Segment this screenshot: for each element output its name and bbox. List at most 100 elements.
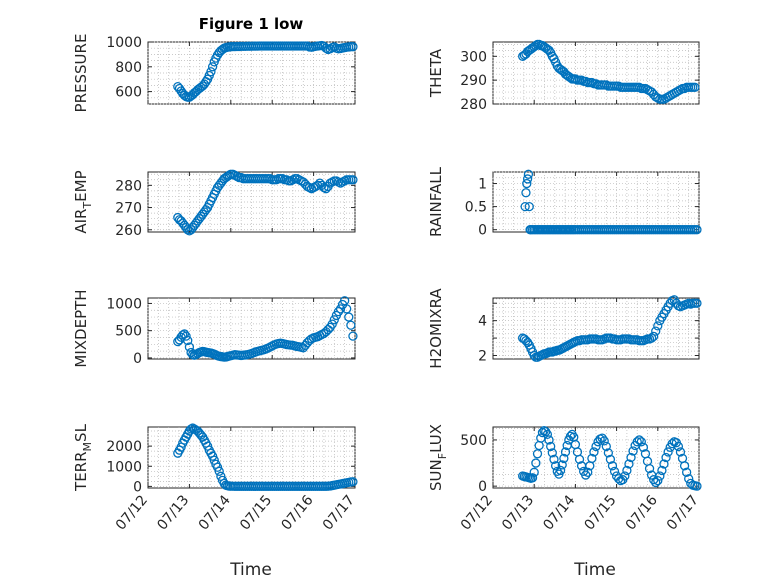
- data-point: [560, 447, 571, 457]
- data-point: [531, 458, 541, 468]
- subplot-terr-msl: 0 1000 2000 07/12 07/13 07/14 07/15 07/16 07/17 T…: [72, 423, 358, 533]
- data-point: [684, 474, 694, 484]
- y-axis-label: TERRMSL: [72, 423, 94, 492]
- data-point: [522, 174, 533, 184]
- data-point: [547, 448, 557, 458]
- y-tick-label: 1000: [106, 296, 142, 312]
- y-axis-label: THETA: [427, 48, 445, 98]
- data-point: [690, 82, 700, 92]
- data-point: [638, 442, 649, 452]
- data-point: [681, 467, 692, 477]
- data-point: [529, 467, 539, 477]
- x-tick-label: 07/13: [499, 492, 537, 533]
- data-point: [663, 447, 673, 457]
- y-tick-label: 2000: [106, 439, 142, 455]
- data-point: [659, 459, 669, 469]
- subplot-sun-flux: 0 500 07/12 07/13 07/14 07/15 07/16 07/17 SUNFLU…: [427, 424, 702, 533]
- data-point: [183, 225, 193, 235]
- x-tick-label: 07/15: [581, 492, 619, 533]
- data-point: [327, 319, 337, 329]
- y-tick-label: 280: [460, 97, 487, 113]
- data-point: [574, 454, 585, 464]
- figure-title: Figure 1 low: [199, 15, 304, 33]
- data-point: [214, 466, 224, 476]
- subplot-theta: 280 290 300 THETA: [427, 39, 700, 113]
- data-point: [521, 188, 531, 198]
- data-point: [636, 437, 646, 447]
- data-point: [348, 175, 358, 185]
- y-axis-label: PRESSURE: [72, 34, 90, 113]
- data-point: [207, 62, 218, 72]
- y-tick-label: 4: [478, 314, 487, 330]
- x-tick-label: 07/14: [196, 492, 234, 533]
- data-point: [609, 466, 620, 477]
- x-tick-label: 07/13: [154, 492, 192, 533]
- data-point: [692, 225, 702, 235]
- data-point: [614, 474, 624, 484]
- data-point: [583, 467, 593, 477]
- series-sun-flux: [518, 426, 702, 491]
- data-point: [601, 441, 611, 452]
- data-point: [622, 465, 632, 476]
- x-tick-label: 07/16: [278, 492, 316, 533]
- series-terr-msl: [173, 423, 358, 491]
- data-point: [342, 304, 352, 314]
- series-air-temp: [173, 169, 358, 236]
- y-tick-label: 290: [460, 73, 487, 89]
- y-tick-label: 0: [478, 223, 487, 239]
- data-point: [603, 448, 614, 458]
- y-tick-label: 500: [460, 433, 487, 449]
- data-point: [348, 477, 358, 487]
- data-point: [576, 75, 587, 85]
- data-point: [692, 481, 702, 491]
- data-point: [692, 298, 702, 308]
- data-point: [649, 331, 659, 341]
- data-point: [597, 433, 607, 443]
- data-point: [544, 435, 554, 445]
- subplot-rainfall: 0 0.5 1 RAINFALL: [427, 166, 702, 239]
- data-point: [646, 333, 657, 343]
- y-axis-label: MIXDEPTH: [72, 289, 90, 367]
- grid: [147, 41, 356, 105]
- data-point: [651, 477, 661, 488]
- x-tick-label: 07/12: [113, 492, 151, 533]
- y-tick-label: 0: [133, 351, 142, 367]
- y-tick-label: 1000: [106, 459, 142, 475]
- data-point: [333, 306, 344, 317]
- x-tick-label: 07/16: [623, 492, 661, 533]
- data-point: [181, 331, 191, 341]
- x-axis-label-left: Time: [229, 560, 272, 580]
- data-point: [605, 454, 616, 464]
- data-point: [555, 465, 566, 476]
- data-point: [550, 461, 561, 471]
- data-point: [653, 475, 663, 486]
- data-point: [186, 424, 196, 434]
- grid: [492, 171, 700, 232]
- data-point: [673, 441, 684, 452]
- data-point: [184, 342, 195, 352]
- data-point: [632, 437, 642, 447]
- y-axis-label: SUNFLUX: [427, 424, 449, 491]
- data-point: [207, 451, 218, 461]
- data-point: [675, 85, 686, 95]
- grid: [147, 298, 356, 359]
- y-tick-label: 280: [115, 178, 142, 194]
- data-point: [339, 296, 350, 306]
- y-axis-label: AIRTEMP: [72, 170, 94, 233]
- series-rainfall: [520, 169, 702, 235]
- y-tick-label: 600: [115, 85, 142, 101]
- data-point: [634, 82, 644, 92]
- series-pressure: [173, 40, 358, 102]
- data-point: [657, 465, 667, 476]
- data-point: [524, 201, 534, 212]
- data-point: [344, 312, 354, 322]
- y-tick-label: 0: [133, 479, 142, 495]
- grid: [492, 427, 700, 488]
- x-tick-label: 07/14: [540, 492, 578, 533]
- data-point: [599, 436, 609, 446]
- data-point: [557, 460, 567, 470]
- data-point: [661, 452, 671, 463]
- y-tick-label: 2: [478, 349, 487, 365]
